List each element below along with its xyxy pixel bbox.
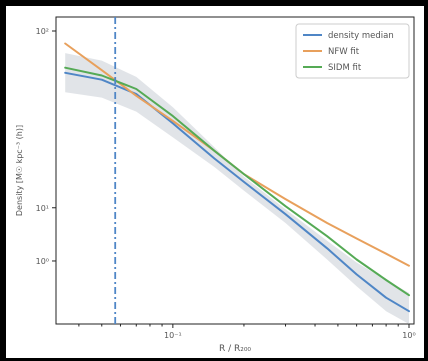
x-tick-label-1: 10⁰ — [402, 331, 415, 340]
legend-box — [295, 23, 410, 79]
series-line-2 — [64, 66, 410, 297]
legend: density median NFW fit SIDM fit — [295, 23, 410, 79]
y-tick-label-0: 10² — [36, 27, 49, 36]
series-line-0 — [64, 71, 410, 313]
legend-label-2: SIDM fit — [328, 63, 362, 73]
legend-label-1: NFW fit — [328, 47, 360, 57]
line-layer — [64, 42, 410, 313]
y-tick-label-2: 10⁰ — [36, 257, 49, 266]
axis-layer: 10⁻¹ 10⁰ 10² 10¹ 10⁰ — [36, 27, 416, 340]
x-axis-label: R / R₂₀₀ — [219, 344, 251, 354]
scatter-band — [65, 53, 409, 324]
x-tick-label-0: 10⁻¹ — [164, 331, 182, 340]
y-axis-label: Density [M☉ kpc⁻³ (h)] — [15, 125, 24, 216]
y-tick-label-1: 10¹ — [36, 204, 49, 213]
band-layer — [65, 53, 409, 324]
legend-label-0: density median — [328, 31, 394, 41]
plot-area — [55, 16, 415, 325]
